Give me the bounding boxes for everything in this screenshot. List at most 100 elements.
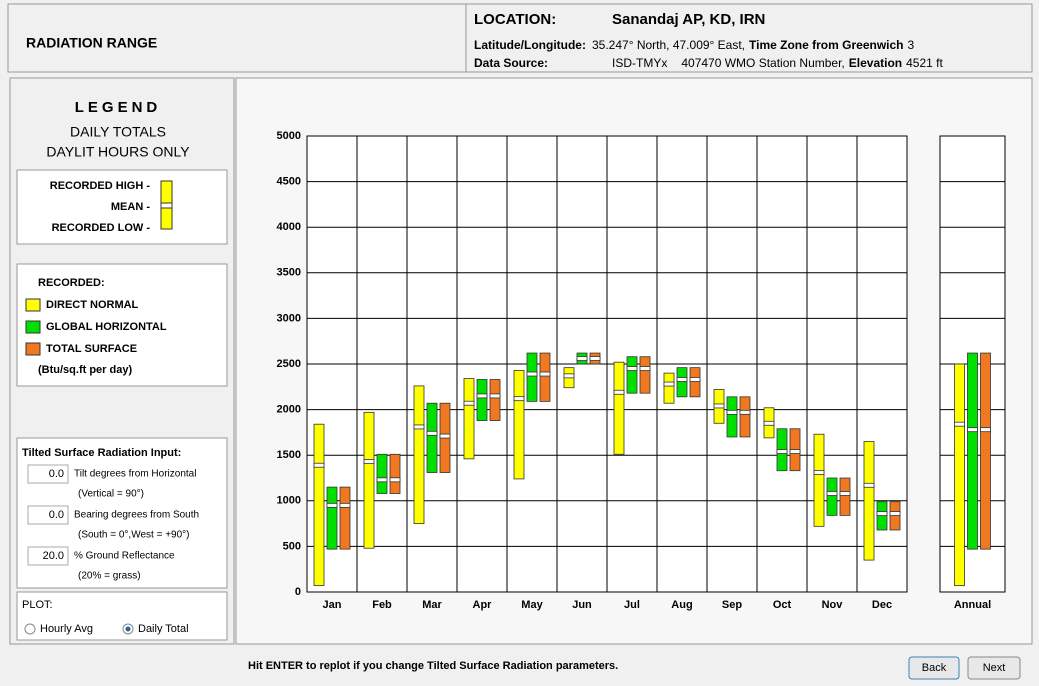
range-bar [613,361,625,455]
legend-label: TOTAL SURFACE [46,343,137,355]
mean-mark [876,511,888,516]
source-label: Data Source: [474,56,548,70]
range-bar [626,356,638,394]
input-label: Bearing degrees from South [74,510,199,521]
input-field[interactable] [27,546,69,566]
back-label[interactable]: Back [922,662,947,674]
mean-mark [839,491,851,496]
timezone-label: Time Zone from Greenwich [749,38,903,52]
next-label[interactable]: Next [983,662,1006,674]
mean-mark [563,373,575,379]
latlon-line: Latitude/Longitude: 35.247° North, 47.009… [474,38,915,52]
range-bar [726,396,738,438]
range-bar [663,372,675,404]
mean-mark [613,389,625,395]
range-bar [813,433,825,527]
x-tick-label: Nov [822,599,844,611]
range-bar [376,453,388,494]
mean-mark [476,393,488,399]
source: ISD-TMYx [612,56,667,70]
legend-line: DAILY TOTALS [70,124,166,140]
range-bar [339,486,351,550]
range-bar [513,369,525,480]
input-note: (Vertical = 90°) [78,489,144,500]
mean-mark [489,393,501,399]
mean-mark [713,403,725,409]
key-low: RECORDED LOW - [52,222,151,234]
y-tick-label: 4500 [277,176,301,188]
input-value[interactable]: 0.0 [49,468,64,480]
mean-mark [726,409,738,415]
legend-swatch [25,342,41,356]
mean-mark [967,427,978,433]
key-box [16,169,228,245]
legend-swatch [25,298,41,312]
source-line: ISD-TMYx 407470 WMO Station Number, Elevat… [612,56,943,70]
mean-mark [339,502,351,508]
input-value[interactable]: 0.0 [49,509,64,521]
mean-mark [739,409,751,415]
input-note: (South = 0°,West = +90°) [78,530,189,541]
range-bar [980,352,991,550]
elevation: 4521 ft [906,56,943,70]
range-bar [539,352,551,402]
radio-dot[interactable] [125,626,131,632]
mean-mark [389,477,401,483]
radio[interactable] [24,623,36,635]
range-bar [463,378,475,460]
legend-line: DAYLIT HOURS ONLY [46,144,190,160]
x-tick-label: May [521,599,543,611]
mean-mark [639,366,651,371]
radio-label[interactable]: Hourly Avg [40,623,93,635]
mean-mark [626,366,638,371]
mean-mark [663,381,675,387]
y-tick-label: 1000 [277,495,301,507]
input-note: (20% = grass) [78,571,141,582]
legend-title: LEGEND [75,99,162,116]
recorded-label: RECORDED: [38,277,105,289]
mean-mark [313,462,325,468]
range-bar [489,379,501,421]
mean-mark [539,371,551,377]
mean-mark [789,449,801,454]
x-tick-label: Oct [773,599,792,611]
radio-label[interactable]: Daily Total [138,623,189,635]
mean-mark [889,511,901,516]
y-tick-label: 5000 [277,130,301,142]
y-tick-label: 0 [295,586,301,598]
plot-box [16,591,228,641]
series-box [16,263,228,387]
mean-mark [954,421,965,427]
range-bar [526,352,538,402]
x-tick-label: Jun [572,599,592,611]
legend-label: GLOBAL HORIZONTAL [46,321,167,333]
key-high: RECORDED HIGH - [50,180,151,192]
next-button[interactable] [967,656,1021,680]
key-mean: MEAN - [111,201,150,213]
x-tick-label: Sep [722,599,742,611]
mean-mark [776,449,788,454]
input-field[interactable] [27,464,69,484]
range-bar [954,363,965,587]
range-bar [326,486,338,550]
location-label: LOCATION: [474,11,556,28]
range-bar [676,367,688,398]
mean-mark [826,491,838,496]
mean-mark [689,377,701,382]
mean-mark [376,477,388,483]
y-tick-label: 3000 [277,312,301,324]
range-bar [413,385,425,525]
range-bar [639,356,651,394]
input-field[interactable] [27,505,69,525]
range-bar [863,441,875,561]
back-button[interactable] [908,656,960,680]
range-bar [839,477,851,516]
range-bar [739,396,751,438]
mean-mark [676,377,688,382]
input-value[interactable]: 20.0 [43,550,64,562]
units: (Btu/sq.ft per day) [38,364,132,376]
input-label: Tilt degrees from Horizontal [74,469,196,480]
latlon: 35.247° North, 47.009° East, [592,38,745,52]
range-bar [313,423,325,587]
y-tick-label: 1500 [277,449,301,461]
